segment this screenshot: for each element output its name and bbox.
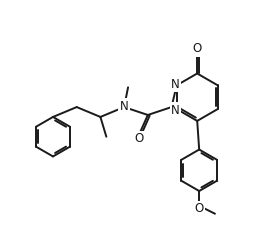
Text: O: O — [193, 42, 202, 55]
Text: O: O — [134, 132, 144, 145]
Text: N: N — [171, 104, 180, 117]
Text: N: N — [120, 100, 128, 112]
Text: O: O — [195, 202, 204, 215]
Text: N: N — [171, 78, 180, 91]
